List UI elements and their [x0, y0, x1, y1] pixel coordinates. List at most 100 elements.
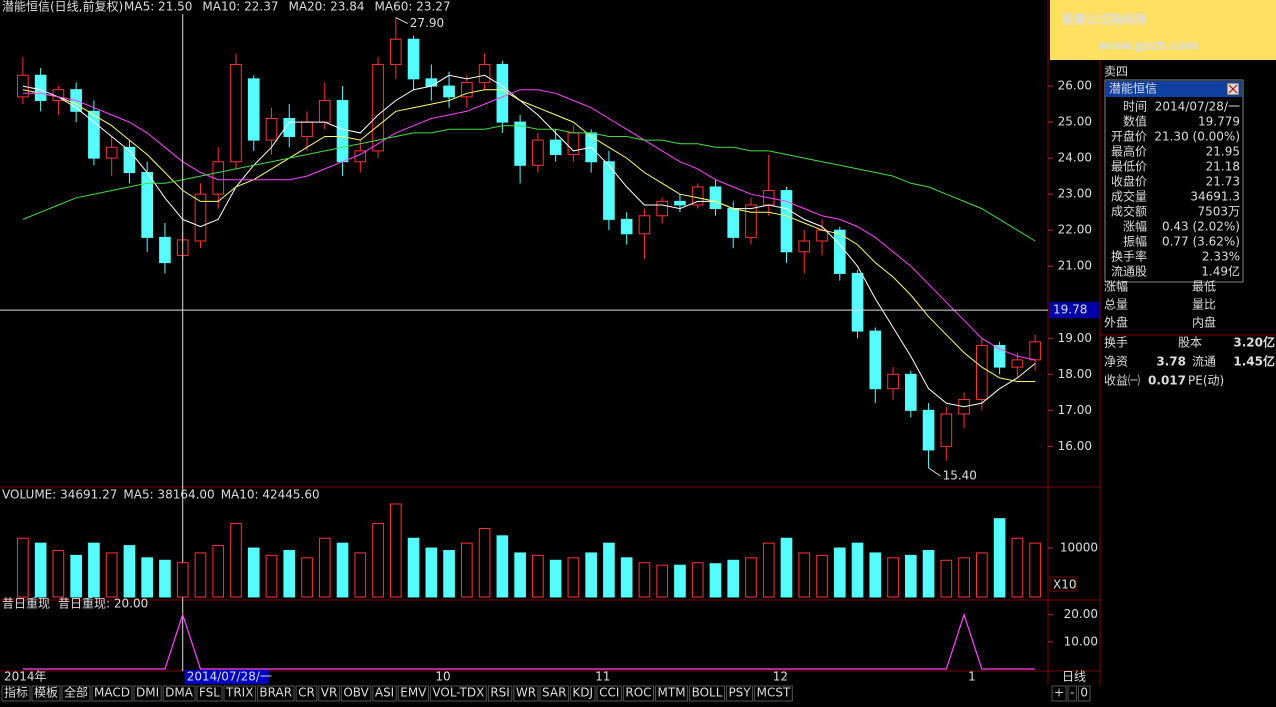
volume-bar	[407, 537, 420, 598]
info-top: 卖四	[1104, 65, 1128, 79]
toolbar-button[interactable]: ROC	[625, 686, 651, 700]
x-axis-label: 12	[773, 670, 788, 684]
crosshair-box	[1049, 302, 1099, 319]
volume-bar	[532, 554, 544, 598]
popup-row-label: 开盘价	[1111, 129, 1147, 144]
volume-legend: VOLUME: 34691.27	[2, 488, 117, 502]
toolbar-button-frame	[295, 685, 318, 702]
volume-bar	[265, 554, 278, 598]
volume-bar	[745, 557, 757, 598]
volume-bar	[887, 557, 899, 598]
volume-legend: MA10: 42445.60	[221, 488, 320, 502]
candle-body	[549, 139, 562, 156]
candle-body	[816, 229, 828, 242]
toolbar-button-frame	[223, 685, 256, 702]
toolbar-button-frame	[318, 685, 340, 702]
ma-legend: MA60: 23.27	[375, 0, 451, 14]
toolbar-button[interactable]: PSY	[728, 686, 751, 700]
toolbar-button[interactable]: CCI	[599, 686, 619, 700]
toolbar-button[interactable]: DMI	[136, 686, 159, 700]
volume-bar	[514, 552, 526, 598]
toolbar-button[interactable]: -	[1070, 686, 1074, 700]
candle-body	[638, 215, 651, 235]
toolbar-button-frame	[61, 685, 91, 702]
popup-row-value: 7503万	[1197, 205, 1240, 219]
volume-bar	[603, 542, 615, 598]
scale-box	[1049, 576, 1077, 592]
volume-bar	[318, 537, 331, 598]
volume-bar	[638, 562, 651, 598]
toolbar-button[interactable]: ASI	[375, 686, 394, 700]
volume-bar	[851, 542, 864, 598]
candle-body	[389, 38, 402, 65]
stat: 外盘	[1104, 315, 1128, 330]
popup	[1104, 79, 1244, 283]
candle-body	[940, 413, 953, 447]
toolbar-button[interactable]: KDJ	[572, 686, 593, 700]
volume-bar	[283, 549, 296, 598]
candle-body	[372, 63, 384, 152]
toolbar-button[interactable]: OBV	[343, 686, 369, 700]
y-tick-label: 19.00	[1058, 331, 1092, 345]
volume-bar	[478, 527, 491, 598]
candle-body	[425, 78, 438, 87]
x-axis-label: 10	[435, 670, 450, 684]
candle-body	[851, 272, 864, 332]
volume-bar	[833, 547, 846, 598]
volume-legend: MA5: 38164.00	[123, 488, 214, 502]
volume-bar	[34, 542, 47, 598]
ma-line	[22, 125, 1036, 242]
candle-body	[123, 146, 136, 174]
candle-body	[496, 63, 509, 123]
indicator-line	[22, 612, 1036, 670]
toolbar-button[interactable]: RSI	[490, 686, 510, 700]
toolbar-button-frame	[1077, 685, 1091, 702]
popup-row-label: 涨幅	[1123, 219, 1147, 234]
toolbar-button[interactable]: EMV	[400, 686, 427, 700]
volume-bar	[88, 542, 100, 598]
toolbar-button[interactable]: 全部	[64, 685, 88, 700]
candle-body	[1011, 359, 1024, 368]
toolbar-button-frame	[725, 685, 754, 702]
y-tick-label: 21.00	[1058, 259, 1092, 273]
candle-body	[532, 139, 544, 166]
watermark-url: www.gszb.com	[1098, 39, 1199, 53]
volume-bar	[336, 542, 349, 598]
candle-body	[976, 344, 988, 401]
candle-body	[194, 193, 207, 242]
toolbar-button[interactable]: 指标	[4, 685, 28, 700]
toolbar-button[interactable]: MCST	[757, 686, 791, 700]
popup-row-label: 最高价	[1111, 144, 1147, 159]
toolbar-button[interactable]: DMA	[165, 686, 194, 700]
popup-row-value: 0.43 (2.02%)	[1162, 220, 1240, 234]
popup-row-label: 数值	[1123, 114, 1147, 129]
toolbar-button[interactable]: TRIX	[225, 686, 253, 700]
toolbar-button[interactable]: 0	[1080, 686, 1088, 700]
toolbar-button[interactable]: MACD	[94, 686, 130, 700]
stat: 涨幅	[1104, 279, 1128, 294]
toolbar-button[interactable]: SAR	[542, 686, 566, 700]
candle-body	[887, 373, 899, 390]
toolbar-button[interactable]: VR	[321, 686, 338, 700]
toolbar-button[interactable]: BOLL	[692, 686, 723, 700]
volume-bar	[194, 552, 207, 598]
toolbar-button[interactable]: VOL-TDX	[432, 686, 484, 700]
stat: 0.017	[1148, 374, 1186, 388]
volume-bar	[389, 503, 402, 598]
stat: 流通	[1192, 355, 1216, 369]
period-label: 日线	[1062, 670, 1086, 684]
toolbar-button[interactable]: WR	[516, 686, 536, 700]
candle-body	[674, 200, 686, 206]
toolbar-button[interactable]: 模板	[34, 686, 58, 700]
toolbar-button[interactable]: BRAR	[259, 686, 292, 700]
stat: 股本	[1178, 336, 1202, 350]
toolbar-button[interactable]: MTM	[658, 686, 686, 700]
toolbar-button[interactable]: +	[1054, 686, 1064, 700]
toolbar-button-frame	[1, 685, 31, 702]
toolbar-button[interactable]: CR	[298, 686, 315, 700]
volume-bar	[585, 552, 597, 598]
toolbar-button-frame	[196, 685, 223, 702]
toolbar-button[interactable]: FSL	[199, 686, 220, 700]
candle-body	[265, 117, 278, 141]
toolbar-button-frame	[539, 685, 569, 702]
